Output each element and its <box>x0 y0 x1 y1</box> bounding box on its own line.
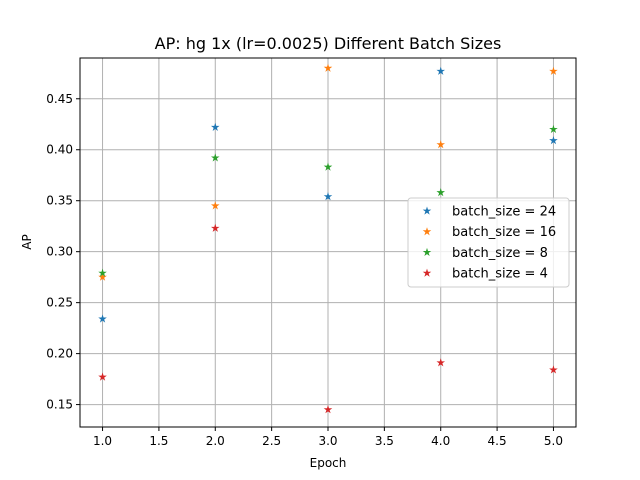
data-point <box>98 372 107 381</box>
legend-marker <box>422 268 432 277</box>
y-axis-ticks: 0.15 0.20 0.25 0.30 0.35 0.40 0.45 <box>46 92 80 412</box>
x-tick-label: 3.0 <box>318 434 337 448</box>
data-point <box>549 365 558 374</box>
chart-title: AP: hg 1x (lr=0.0025) Different Batch Si… <box>155 34 502 53</box>
data-point <box>210 153 220 162</box>
x-tick-label: 3.5 <box>375 434 394 448</box>
data-point <box>549 136 558 145</box>
data-point <box>210 201 220 210</box>
data-point <box>549 124 558 133</box>
legend-label: batch_size = 24 <box>452 205 556 220</box>
y-tick-label: 0.25 <box>46 296 73 310</box>
x-tick-label: 2.0 <box>206 434 225 448</box>
y-tick-label: 0.35 <box>46 194 73 208</box>
data-point <box>323 63 333 72</box>
data-point <box>323 405 333 414</box>
x-tick-label: 4.0 <box>431 434 450 448</box>
y-tick-label: 0.40 <box>46 143 73 157</box>
data-point <box>98 272 107 281</box>
data-point <box>323 192 333 201</box>
y-axis-label: AP <box>20 234 34 249</box>
x-axis-label: Epoch <box>310 456 347 470</box>
legend: batch_size = 24 batch_size = 16 batch_size… <box>407 197 570 288</box>
x-axis-ticks: 1.0 1.5 2.0 2.5 3.0 3.5 4.0 4.5 5.0 <box>93 427 563 448</box>
legend-marker <box>422 227 432 236</box>
legend-marker <box>422 206 432 215</box>
data-point <box>210 122 220 131</box>
legend-label: batch_size = 4 <box>452 267 548 282</box>
legend-label: batch_size = 16 <box>452 225 556 240</box>
data-points <box>98 63 558 414</box>
x-tick-label: 4.5 <box>488 434 507 448</box>
legend-label: batch_size = 8 <box>452 246 548 261</box>
y-tick-label: 0.15 <box>46 398 73 412</box>
data-point <box>549 66 558 75</box>
data-point <box>436 140 446 149</box>
x-tick-label: 1.0 <box>93 434 112 448</box>
y-tick-label: 0.30 <box>46 245 73 259</box>
data-point <box>323 162 333 171</box>
x-tick-label: 2.5 <box>262 434 281 448</box>
data-point <box>98 314 107 323</box>
data-point <box>436 358 446 367</box>
plot-frame <box>79 57 577 428</box>
data-point <box>210 223 220 232</box>
data-point <box>436 188 446 197</box>
legend-marker <box>422 247 432 257</box>
data-point <box>436 66 446 75</box>
x-tick-label: 1.5 <box>149 434 168 448</box>
x-tick-label: 5.0 <box>544 434 563 448</box>
y-tick-label: 0.20 <box>46 347 73 361</box>
data-point <box>98 268 107 277</box>
y-tick-label: 0.45 <box>46 92 73 106</box>
legend-box <box>407 197 570 288</box>
